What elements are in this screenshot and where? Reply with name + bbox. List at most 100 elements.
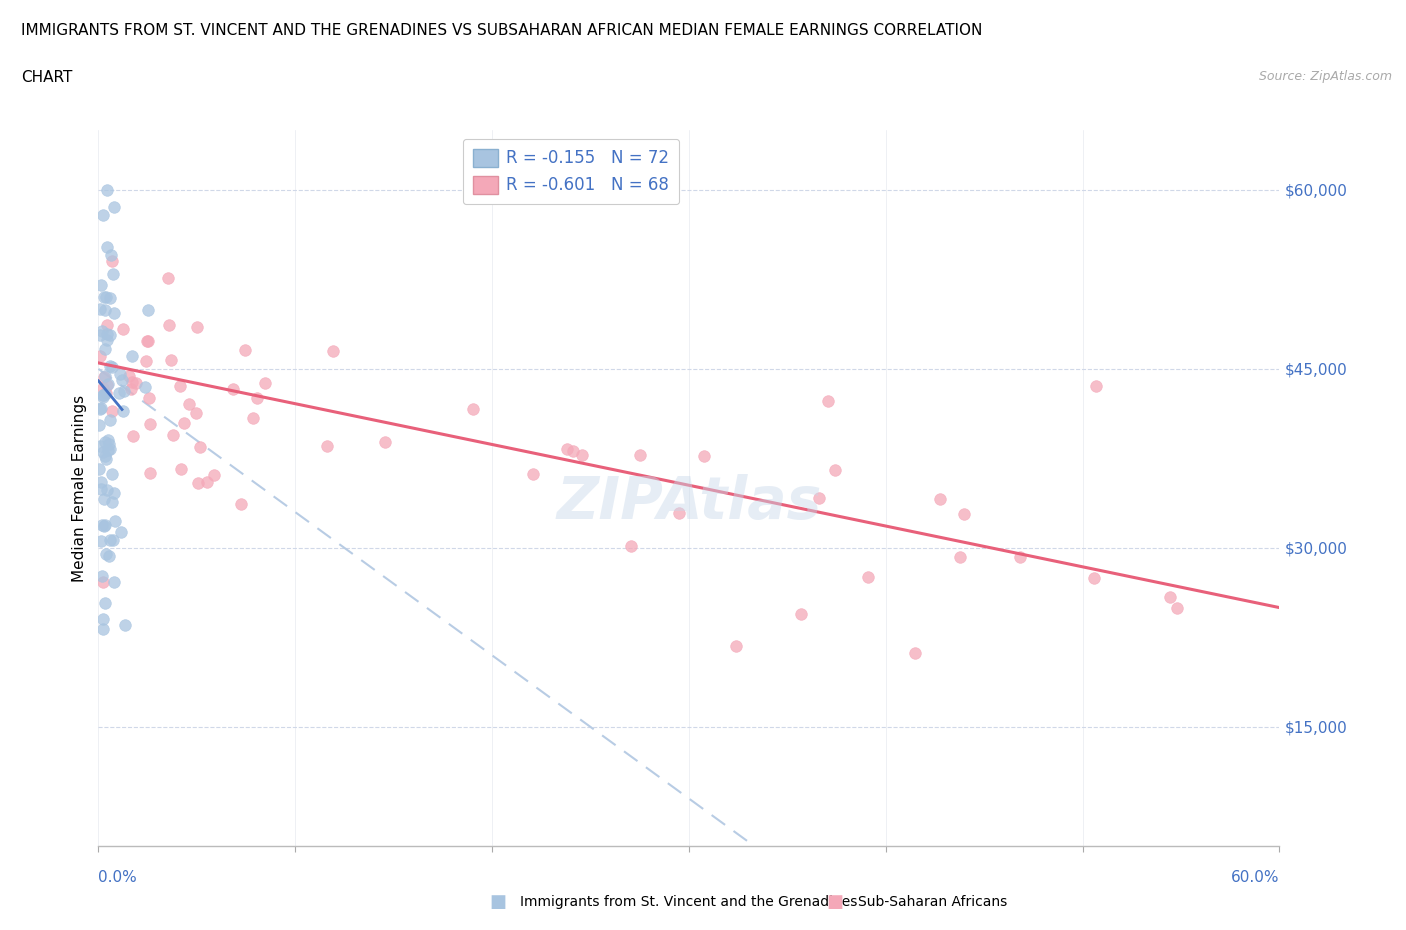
Point bbox=[522, 467, 544, 482]
Point bbox=[316, 439, 339, 454]
Text: Sub-Saharan Africans: Sub-Saharan Africans bbox=[858, 895, 1007, 910]
Text: ZIPAtlas: ZIPAtlas bbox=[557, 474, 821, 531]
Point bbox=[112, 383, 135, 398]
Point bbox=[89, 439, 111, 454]
Point bbox=[817, 394, 839, 409]
Point bbox=[101, 267, 124, 282]
Point bbox=[89, 461, 111, 476]
Point bbox=[89, 401, 111, 416]
Point bbox=[1008, 550, 1031, 565]
Point bbox=[96, 290, 118, 305]
Point bbox=[96, 378, 118, 392]
Point bbox=[89, 302, 111, 317]
Point bbox=[114, 618, 136, 632]
Point bbox=[98, 549, 121, 564]
Text: CHART: CHART bbox=[21, 70, 73, 85]
Point bbox=[808, 491, 831, 506]
Point bbox=[202, 467, 225, 482]
Point bbox=[100, 360, 122, 375]
Point bbox=[110, 525, 132, 539]
Point bbox=[108, 386, 131, 401]
Point bbox=[94, 596, 117, 611]
Point bbox=[187, 476, 209, 491]
Point bbox=[96, 182, 118, 197]
Point bbox=[91, 575, 114, 590]
Point bbox=[824, 463, 846, 478]
Point bbox=[93, 370, 115, 385]
Text: 0.0%: 0.0% bbox=[98, 870, 138, 884]
Legend: R = -0.155   N = 72, R = -0.601   N = 68: R = -0.155 N = 72, R = -0.601 N = 68 bbox=[463, 139, 679, 205]
Point bbox=[96, 483, 118, 498]
Point bbox=[117, 368, 139, 383]
Point bbox=[96, 240, 118, 255]
Text: Immigrants from St. Vincent and the Grenadines: Immigrants from St. Vincent and the Gren… bbox=[520, 895, 858, 910]
Point bbox=[93, 622, 115, 637]
Point bbox=[94, 435, 117, 450]
Point bbox=[96, 546, 118, 561]
Point bbox=[93, 492, 115, 507]
Point bbox=[233, 343, 256, 358]
Point bbox=[162, 427, 184, 442]
Point bbox=[790, 606, 813, 621]
Point bbox=[103, 485, 125, 500]
Point bbox=[90, 278, 112, 293]
Point bbox=[121, 429, 143, 444]
Point bbox=[242, 410, 264, 425]
Point bbox=[953, 507, 976, 522]
Point bbox=[184, 405, 207, 420]
Point bbox=[97, 377, 120, 392]
Point bbox=[949, 550, 972, 565]
Point bbox=[98, 290, 121, 305]
Point bbox=[91, 445, 114, 459]
Point bbox=[929, 491, 952, 506]
Point bbox=[157, 271, 180, 286]
Point bbox=[620, 538, 643, 553]
Point bbox=[91, 324, 114, 339]
Point bbox=[157, 317, 180, 332]
Point bbox=[89, 418, 111, 432]
Text: IMMIGRANTS FROM ST. VINCENT AND THE GRENADINES VS SUBSAHARAN AFRICAN MEDIAN FEMA: IMMIGRANTS FROM ST. VINCENT AND THE GREN… bbox=[21, 23, 983, 38]
Point bbox=[103, 575, 125, 590]
Point bbox=[98, 532, 121, 547]
Point bbox=[1084, 379, 1107, 393]
Point bbox=[91, 388, 114, 403]
Point bbox=[98, 327, 121, 342]
Point bbox=[229, 497, 252, 512]
Point bbox=[94, 387, 117, 402]
Point bbox=[94, 517, 117, 532]
Text: 60.0%: 60.0% bbox=[1232, 870, 1279, 884]
Point bbox=[89, 349, 111, 364]
Point bbox=[90, 517, 112, 532]
Point bbox=[96, 317, 118, 332]
Point bbox=[101, 495, 124, 510]
Point bbox=[96, 326, 118, 341]
Point bbox=[103, 306, 125, 321]
Point bbox=[125, 376, 148, 391]
Point bbox=[173, 416, 195, 431]
Point bbox=[89, 327, 111, 342]
Point bbox=[90, 401, 112, 416]
Point bbox=[90, 568, 112, 583]
Point bbox=[555, 442, 578, 457]
Point bbox=[1083, 571, 1105, 586]
Point bbox=[98, 359, 121, 374]
Point bbox=[121, 375, 143, 390]
Point bbox=[169, 379, 191, 393]
Point bbox=[571, 447, 593, 462]
Point bbox=[91, 388, 114, 403]
Point bbox=[111, 322, 134, 337]
Point bbox=[96, 332, 118, 347]
Point bbox=[725, 638, 748, 653]
Point bbox=[96, 451, 118, 466]
Text: ■: ■ bbox=[489, 893, 506, 911]
Point bbox=[98, 412, 121, 427]
Point bbox=[177, 397, 200, 412]
Point bbox=[138, 391, 160, 405]
Point bbox=[93, 518, 115, 533]
Point bbox=[668, 506, 690, 521]
Point bbox=[461, 402, 484, 417]
Point bbox=[94, 386, 117, 401]
Point bbox=[139, 417, 162, 432]
Point bbox=[97, 432, 120, 447]
Point bbox=[246, 391, 269, 405]
